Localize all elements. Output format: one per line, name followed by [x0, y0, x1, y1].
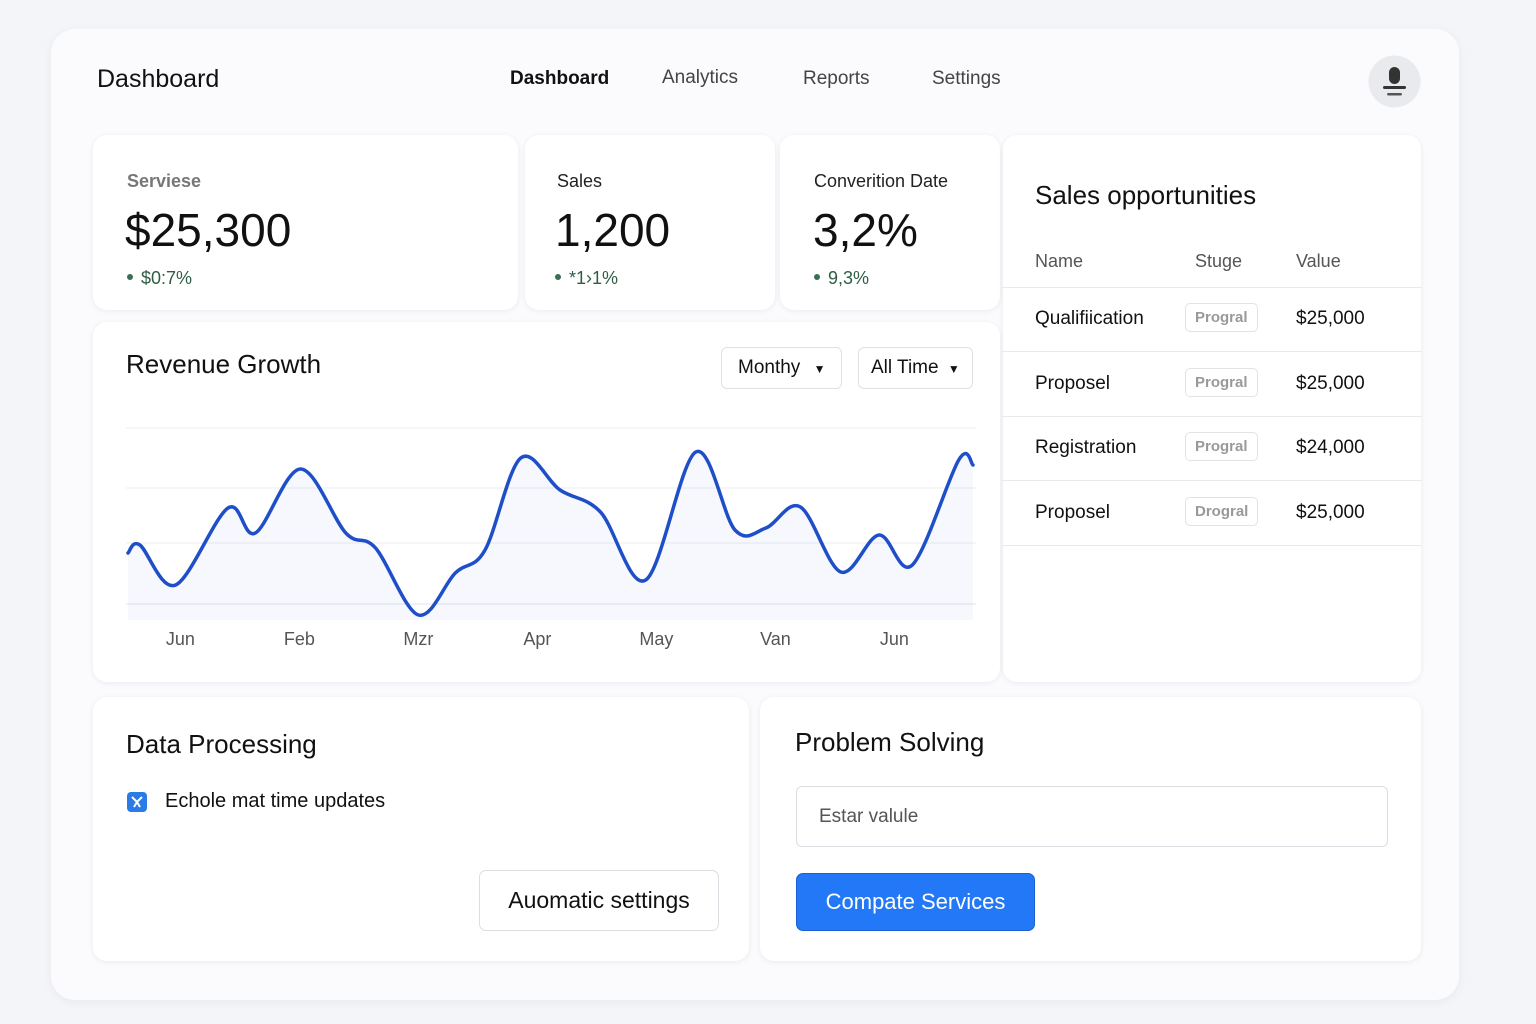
cell-value: $25,000: [1296, 308, 1365, 329]
x-tick-label: Jun: [166, 629, 195, 649]
cell-name: Registration: [1035, 437, 1137, 458]
stat-label: Converition Date: [814, 171, 949, 191]
x-tick-label: May: [639, 629, 673, 649]
line-area: [128, 451, 973, 620]
dropdown-label: Monthy: [738, 357, 801, 378]
line: [126, 449, 975, 617]
button[interactable]: Auomatic settings: [479, 870, 719, 931]
cell-value: $24,000: [1296, 437, 1365, 458]
row-divider: [1003, 544, 1421, 546]
cell-value: $25,000: [1296, 501, 1365, 523]
row-divider: [1003, 415, 1421, 417]
row-divider: [1003, 287, 1421, 288]
stat-value: 1,200: [555, 204, 671, 256]
column-header: Name: [1035, 251, 1084, 271]
nav-item[interactable]: Analytics: [662, 67, 739, 88]
cell-name: Proposel: [1035, 372, 1110, 394]
checkbox[interactable]: [127, 792, 147, 812]
option-label: Echole mat time updates: [165, 790, 386, 812]
stat-change: *1›1%: [555, 268, 618, 289]
x-tick-label: Van: [760, 629, 791, 649]
stat-card: Converition Date 3,2% 9,3%: [780, 135, 1000, 310]
stage-badge: Progral: [1185, 303, 1258, 332]
row-divider: [1003, 480, 1421, 481]
nav-item[interactable]: Dashboard: [510, 68, 610, 89]
chart-title: Revenue Growth: [126, 349, 322, 379]
dropdown-label: All Time: [871, 357, 939, 378]
stat-change: $0:7%: [127, 268, 192, 289]
cell-name: Proposel: [1035, 501, 1110, 523]
x-tick-label: Mzr: [403, 629, 433, 649]
cell-value: $25,000: [1296, 372, 1365, 394]
stat-value: $25,300: [125, 204, 292, 256]
column-header: Stuge: [1195, 251, 1243, 271]
primary-button[interactable]: Compate Services: [796, 873, 1035, 931]
dropdown[interactable]: Monthy ▼: [721, 347, 843, 389]
x-tick-label: Jun: [880, 629, 909, 649]
dropdown[interactable]: All Time ▼: [858, 347, 973, 389]
stat-change-text: 9,3%: [828, 268, 870, 288]
stat-value: 3,2%: [813, 204, 918, 256]
stat-label: Serviese: [127, 171, 202, 191]
problem-solving-card: Problem Solving Estar valule Compate Ser…: [760, 697, 1421, 961]
line-chart: Jun Feb Mzr Apr May Van Jun: [126, 427, 976, 649]
stage-badge: Progral: [1185, 367, 1258, 397]
text-input[interactable]: Estar valule: [796, 786, 1388, 847]
stat-change-text: $0:7%: [141, 268, 193, 288]
row-divider: [1003, 351, 1421, 352]
stat-label: Sales: [557, 171, 603, 191]
stat-card: Sales 1,200 *1›1%: [525, 135, 775, 310]
stage-badge: Progral: [1185, 432, 1258, 461]
nav-item[interactable]: Reports: [803, 68, 870, 89]
x-tick-label: Apr: [523, 629, 551, 649]
stage-badge: Drogral: [1185, 496, 1259, 526]
revenue-card: Revenue Growth Monthy ▼ All Time ▼ Jun Fe…: [93, 322, 1000, 682]
x-tick-label: Feb: [284, 629, 315, 649]
data-processing-card: Data Processing Echole mat time updates …: [93, 697, 749, 961]
card-title: Data Processing: [126, 729, 317, 759]
stat-change-text: *1›1%: [569, 268, 619, 288]
nav-item[interactable]: Settings: [932, 68, 1001, 89]
avatar[interactable]: [1368, 55, 1421, 108]
cell-name: Qualifiication: [1035, 308, 1144, 329]
card-title: Sales opportunities: [1035, 180, 1257, 210]
app-title: Dashboard: [97, 65, 220, 93]
card-title: Problem Solving: [795, 727, 985, 757]
stat-change: 9,3%: [814, 268, 869, 289]
opportunities-card: Sales opportunities Name Stuge Value Qua…: [1003, 135, 1421, 682]
column-header: Value: [1296, 251, 1341, 271]
stat-card: Serviese $25,300 $0:7%: [93, 135, 518, 310]
